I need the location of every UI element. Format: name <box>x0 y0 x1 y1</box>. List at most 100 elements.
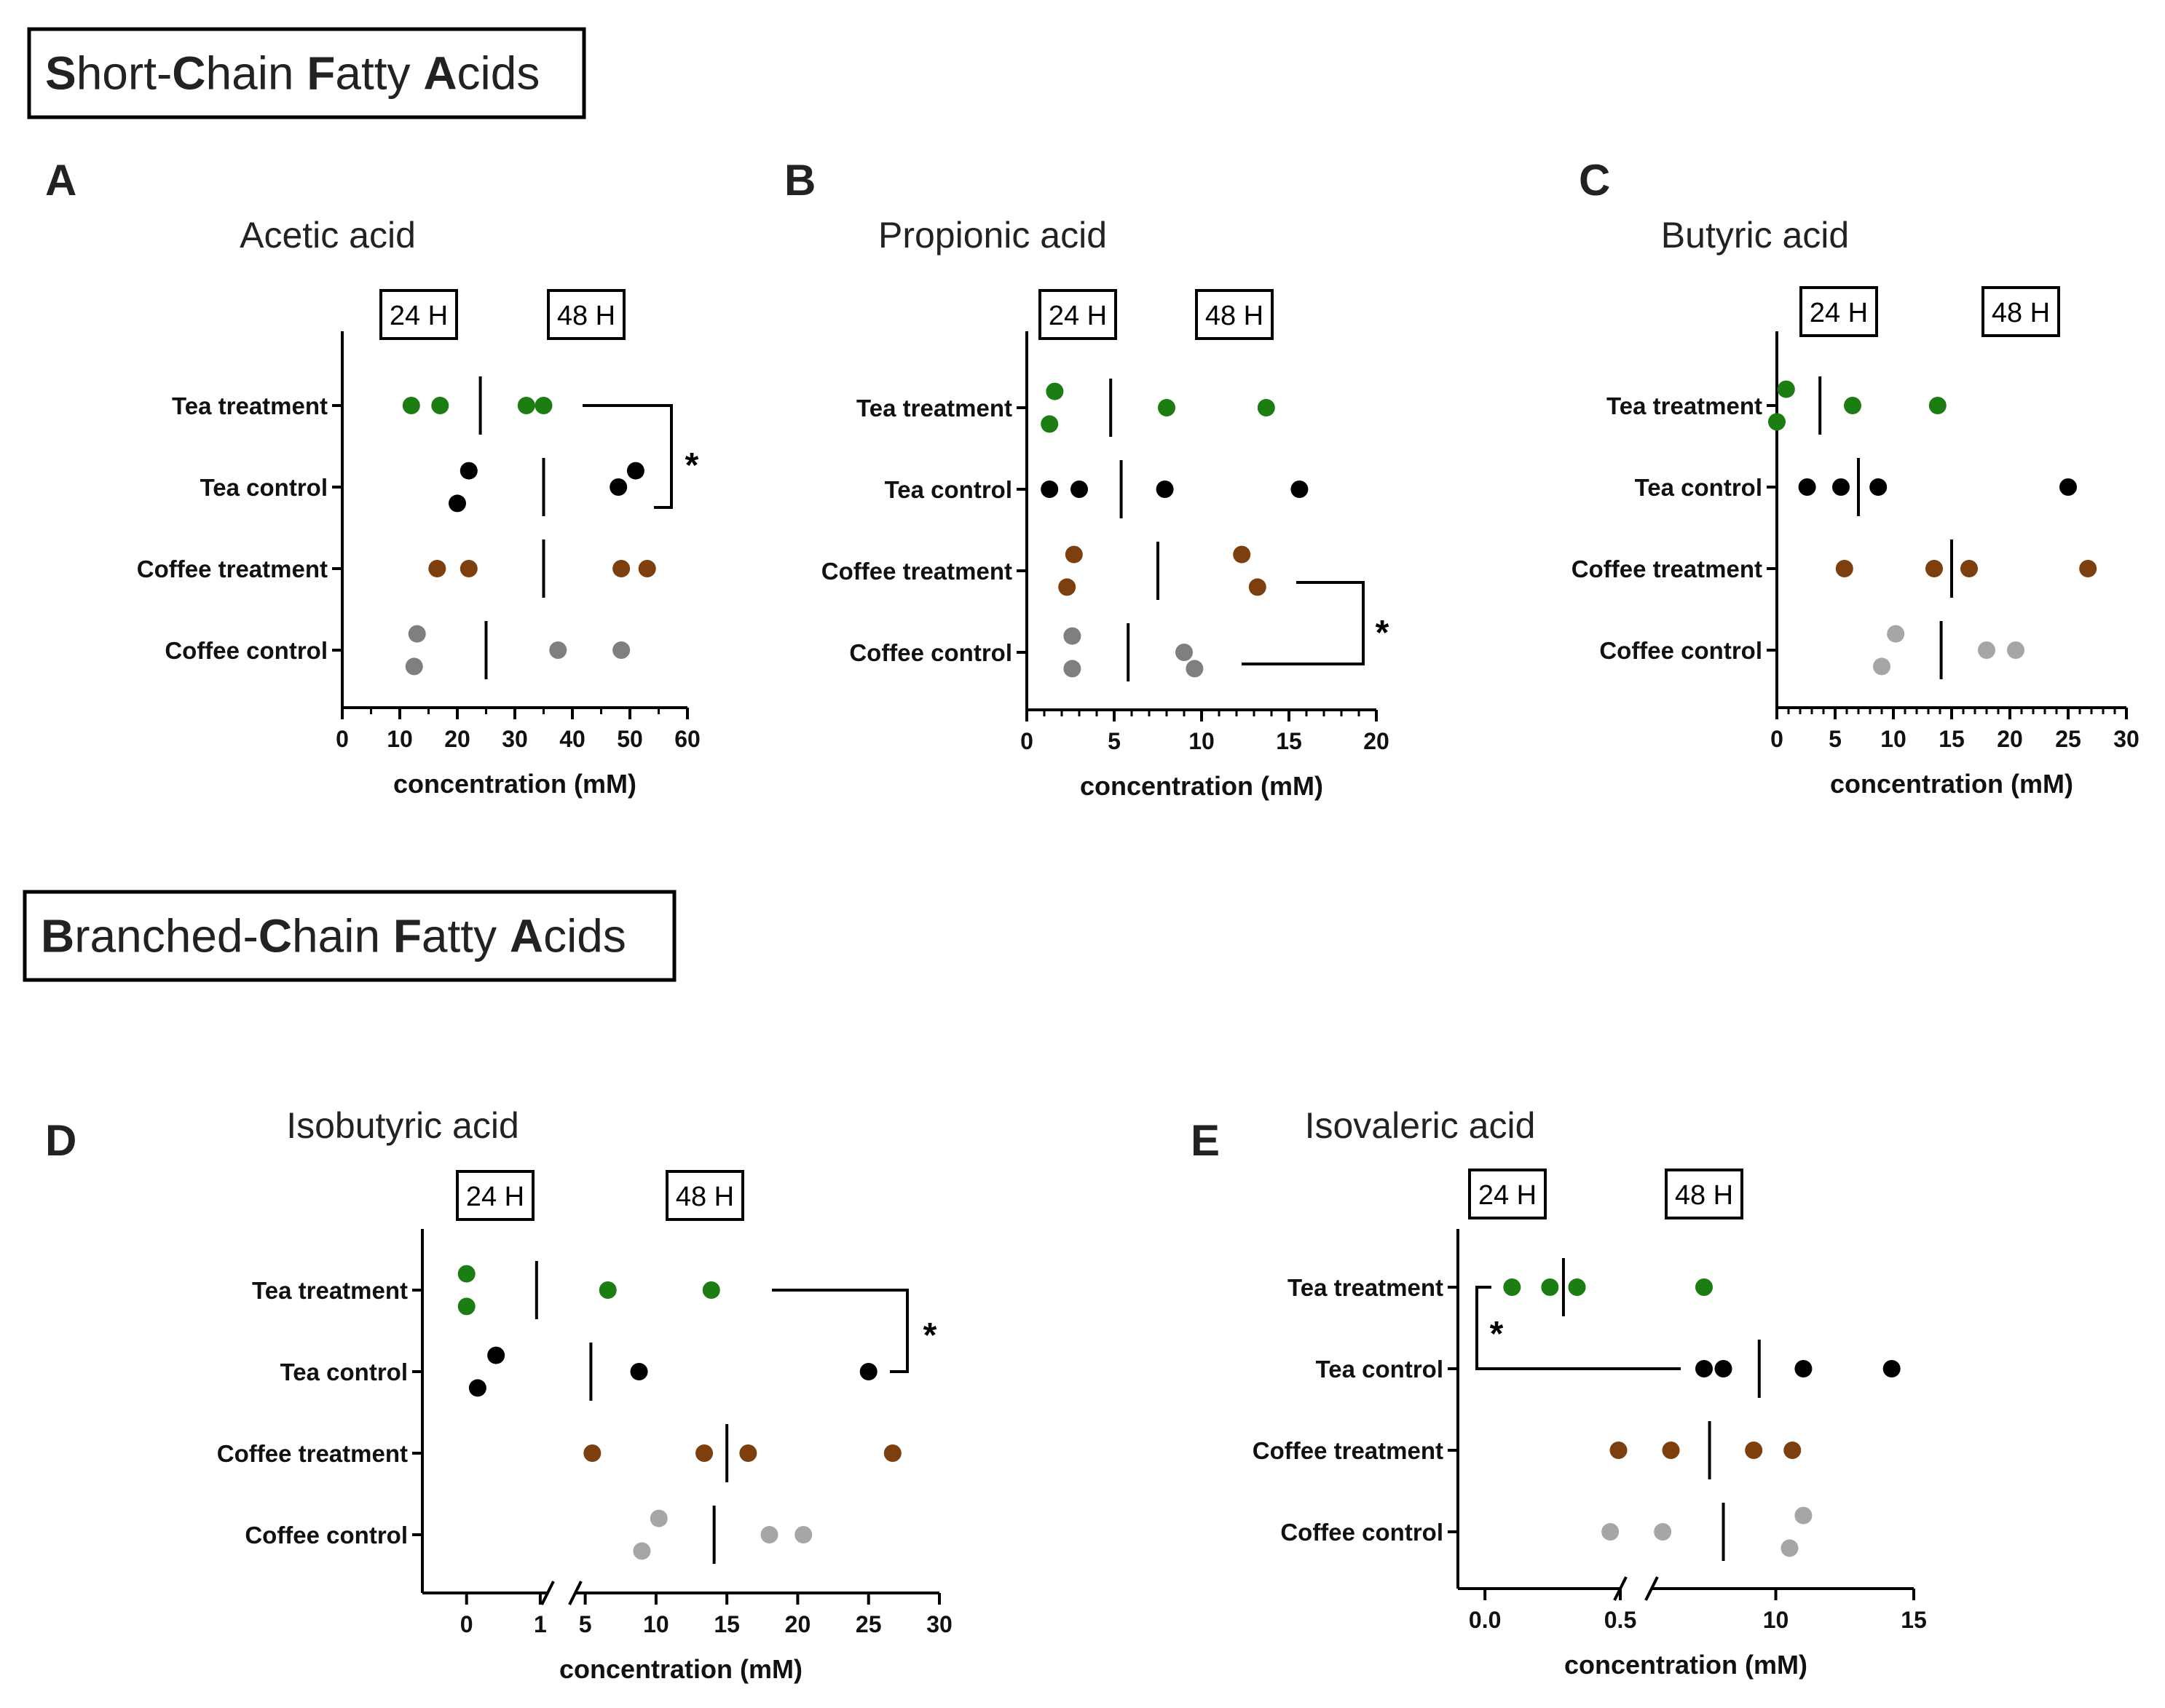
panel-d-x-tick-label: 30 <box>926 1611 953 1637</box>
panel-b-category-label-coffee-treatment: Coffee treatment <box>821 558 1012 585</box>
bracket-line <box>1475 1286 1681 1370</box>
panel-d-x-tick-label: 1 <box>534 1611 547 1637</box>
data-point <box>487 1346 505 1364</box>
panel-e-category-label-coffee-control: Coffee control <box>1280 1519 1443 1546</box>
data-point <box>535 397 553 414</box>
data-point <box>1041 481 1059 498</box>
panel-b-series-coffee-treatment <box>1058 542 1266 600</box>
data-point <box>431 397 449 414</box>
panel-d-title: Isobutyric acid <box>286 1105 519 1146</box>
data-point <box>1158 399 1175 416</box>
panel-c: C Butyric acid 24 H 48 H Tea treatment Tea co… <box>1572 156 2140 799</box>
panel-c-series-tea-control <box>1798 458 2077 516</box>
panel-a-x-tick-label: 30 <box>502 726 528 752</box>
panel-e-axis-break-mark-2 <box>1644 1576 1659 1601</box>
panel-d-x-tick-label: 15 <box>714 1611 740 1637</box>
data-point <box>428 560 446 577</box>
bracket-line <box>1242 581 1365 665</box>
data-point <box>402 397 420 414</box>
panel-d-x-tick-label: 5 <box>579 1611 592 1637</box>
panel-c-time-label-48-h: 48 H <box>1981 286 2060 337</box>
panel-c-series-tea-treatment <box>1768 376 1947 435</box>
data-point <box>612 560 631 577</box>
data-point <box>638 560 656 577</box>
panel-b: B Propionic acid 24 H 48 H Tea treatment Tea … <box>784 156 1389 801</box>
panel-a-x-tick-label: 10 <box>387 726 413 752</box>
time-label-text: 48 H <box>1992 298 2050 328</box>
data-point <box>1783 1442 1802 1459</box>
data-point <box>702 1281 720 1299</box>
panel-c-x-tick-label: 0 <box>1770 726 1783 752</box>
data-point <box>794 1526 813 1543</box>
panel-e: E Isovaleric acid 24 H 48 H Tea treatment Tea… <box>1191 1105 1927 1680</box>
panel-b-title: Propionic acid <box>878 215 1107 256</box>
data-point <box>630 1363 648 1380</box>
data-point <box>549 641 567 659</box>
data-point <box>1882 1360 1901 1377</box>
data-point <box>612 641 631 659</box>
panel-c-x-tick-label: 15 <box>1939 726 1965 752</box>
data-point <box>1832 478 1850 496</box>
panel-a-category-label-tea-control: Tea control <box>200 474 328 501</box>
data-point <box>583 1444 602 1462</box>
data-point <box>599 1281 617 1299</box>
time-label-text: 48 H <box>676 1182 734 1212</box>
panel-d-x-tick-label: 25 <box>856 1611 882 1637</box>
time-label-text: 48 H <box>1675 1180 1733 1211</box>
section-header-title: Branched-Chain Fatty Acids <box>41 910 626 962</box>
panel-b-x-label: concentration (mM) <box>1080 771 1323 801</box>
data-point <box>408 625 426 643</box>
panel-e-x-tick-label: 10 <box>1763 1607 1789 1633</box>
data-point <box>457 1297 476 1316</box>
panel-b-time-label-24-h: 24 H <box>1038 289 1117 340</box>
data-point <box>1257 399 1275 416</box>
panel-e-series-coffee-treatment <box>1609 1421 1802 1479</box>
panel-c-x-tick-label: 30 <box>2113 726 2140 752</box>
panel-b-category-label-tea-treatment: Tea treatment <box>856 395 1012 422</box>
time-label-frame <box>666 1170 744 1221</box>
data-point <box>633 1542 651 1560</box>
data-point <box>1063 627 1081 645</box>
panel-d-category-label-coffee-treatment: Coffee treatment <box>217 1440 408 1467</box>
panel-a-x-tick-label: 20 <box>444 726 470 752</box>
data-point <box>1248 578 1266 596</box>
significance-star: * <box>1376 614 1389 652</box>
data-point <box>457 1265 476 1283</box>
time-label-text: 24 H <box>1049 301 1107 331</box>
panel-d-time-label-24-h: 24 H <box>456 1170 535 1221</box>
panel-b-letter: B <box>784 156 816 205</box>
panel-e-x-tick-label: 0.0 <box>1469 1607 1501 1633</box>
data-point <box>695 1444 714 1462</box>
panel-a-category-label-coffee-control: Coffee control <box>165 637 328 664</box>
panel-e-x-tick-label: 15 <box>1901 1607 1927 1633</box>
data-point <box>517 397 535 414</box>
panel-a-title: Acetic acid <box>240 215 416 256</box>
data-point <box>1768 413 1786 431</box>
data-point <box>1960 560 1978 577</box>
data-point <box>1873 657 1890 676</box>
panel-a-significance-bracket: * <box>583 404 699 509</box>
time-label-frame <box>1195 289 1274 340</box>
section-header-sc: Short-Chain Fatty Acids <box>27 27 586 119</box>
panel-e-category-label-tea-control: Tea control <box>1316 1356 1443 1383</box>
panel-a-category-label-coffee-treatment: Coffee treatment <box>137 556 328 582</box>
panel-c-category-label-tea-control: Tea control <box>1635 474 1762 501</box>
panel-a-x-tick-label: 0 <box>336 726 349 752</box>
panel-d-x-tick-label: 10 <box>643 1611 669 1637</box>
data-point <box>1798 478 1816 496</box>
panel-c-series-coffee-control <box>1873 621 2024 679</box>
panel-d-x-tick-label: 20 <box>785 1611 811 1637</box>
panel-b-x-tick-label: 10 <box>1188 728 1215 754</box>
panel-b-category-label-tea-control: Tea control <box>885 476 1012 503</box>
significance-star: * <box>923 1316 937 1355</box>
data-point <box>1925 560 1943 577</box>
panel-b-significance-bracket: * <box>1242 581 1389 665</box>
panel-d-series-coffee-treatment <box>583 1424 902 1482</box>
data-point <box>1780 1539 1799 1557</box>
panel-c-x-tick-label: 10 <box>1880 726 1906 752</box>
data-point <box>739 1444 757 1462</box>
data-point <box>1654 1523 1672 1541</box>
panel-b-x-tick-label: 0 <box>1020 728 1033 754</box>
panel-d: D Isobutyric acid 24 H 48 H Tea treatment Tea… <box>45 1105 953 1684</box>
data-point <box>460 560 478 577</box>
